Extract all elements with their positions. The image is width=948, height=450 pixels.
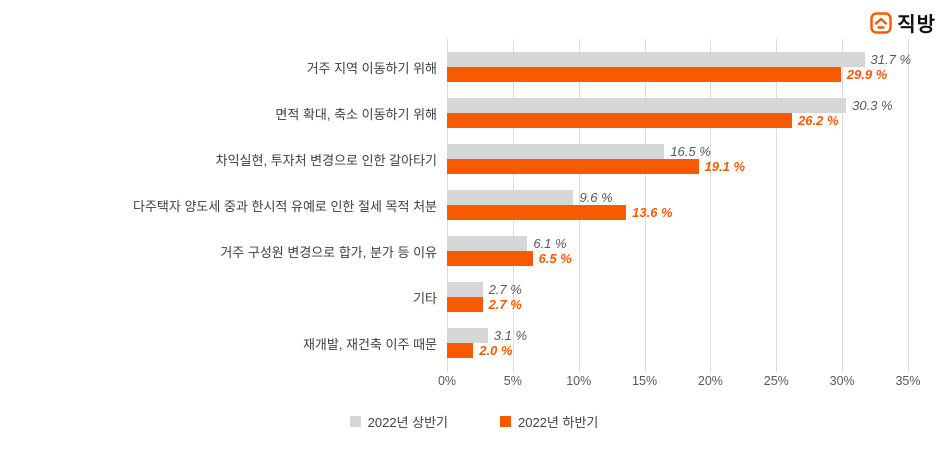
- category-label: 다주택자 양도세 중과 한시적 유예로 인한 절세 목적 처분: [133, 198, 437, 214]
- x-axis-tick-label: 30%: [829, 374, 855, 388]
- bar-line: 2.7 %: [447, 282, 908, 297]
- value-label: 9.6 %: [579, 190, 613, 205]
- chart-row: 다주택자 양도세 중과 한시적 유예로 인한 절세 목적 처분 9.6 % 13.6…: [0, 182, 948, 228]
- bar-group: 3.1 % 2.0 %: [447, 328, 908, 358]
- chart-row: 면적 확대, 축소 이동하기 위해 30.3 % 26.2 %: [0, 90, 948, 136]
- bar-2022년 상반기: [447, 282, 483, 297]
- bar-line: 6.1 %: [447, 236, 908, 251]
- bar-group: 16.5 % 19.1 %: [447, 144, 908, 174]
- bar-group: 9.6 % 13.6 %: [447, 190, 908, 220]
- legend: 2022년 상반기 2022년 하반기: [0, 412, 948, 431]
- legend-swatch: [500, 416, 511, 427]
- gridline: [842, 39, 844, 372]
- bar-line: 6.5 %: [447, 251, 908, 266]
- chart-row: 차익실현, 투자처 변경으로 인한 갈아타기 16.5 % 19.1 %: [0, 136, 948, 182]
- gridline: [776, 39, 778, 372]
- value-label: 16.5 %: [670, 144, 711, 159]
- bar-line: 30.3 %: [447, 98, 908, 113]
- category-label: 거주 구성원 변경으로 합가, 분가 등 이유: [220, 244, 437, 260]
- value-label: 6.5 %: [538, 251, 572, 266]
- bar-2022년 상반기: [447, 98, 847, 113]
- bar-2022년 상반기: [447, 328, 488, 343]
- bar-group: 2.7 % 2.7 %: [447, 282, 908, 312]
- bar-line: 3.1 %: [447, 328, 908, 343]
- bar-2022년 하반기: [447, 251, 533, 266]
- chart-row: 재개발, 재건축 이주 때문 3.1 % 2.0 %: [0, 320, 948, 366]
- bar-line: 13.6 %: [447, 205, 908, 220]
- legend-item: 2022년 하반기: [500, 412, 598, 431]
- x-axis-tick-label: 10%: [566, 374, 592, 388]
- gridline: [644, 39, 646, 372]
- category-label: 재개발, 재건축 이주 때문: [302, 336, 437, 352]
- gridline: [908, 39, 909, 372]
- bar-2022년 상반기: [447, 236, 528, 251]
- zigbang-logo: 직방: [869, 8, 936, 37]
- chart-row: 거주 구성원 변경으로 합가, 분가 등 이유 6.1 % 6.5 %: [0, 228, 948, 274]
- legend-item: 2022년 상반기: [349, 412, 448, 431]
- category-label: 거주 지역 이동하기 위해: [306, 60, 437, 76]
- x-axis-tick-label: 5%: [503, 374, 522, 388]
- bar-line: 31.7 %: [447, 52, 912, 67]
- zigbang-house-icon: [870, 11, 892, 34]
- bar-line: 2.0 %: [447, 343, 908, 358]
- x-axis-tick-label: 20%: [697, 374, 723, 388]
- chart-row: 기타 2.7 % 2.7 %: [0, 274, 948, 320]
- value-label: 2.7 %: [488, 297, 522, 312]
- chart-row: 거주 지역 이동하기 위해 31.7 % 29.9 %: [0, 44, 948, 90]
- bar-2022년 하반기: [447, 343, 474, 358]
- bar-line: 9.6 %: [447, 190, 908, 205]
- bar-group: 6.1 % 6.5 %: [447, 236, 908, 266]
- x-axis: 0% 5% 10% 15% 20% 25% 30% 35%: [438, 374, 921, 392]
- bar-2022년 하반기: [447, 297, 483, 312]
- category-label: 기타: [413, 290, 437, 306]
- value-label: 2.7 %: [488, 282, 522, 297]
- bar-line: 16.5 %: [447, 144, 908, 159]
- logo-brand-text: 직방: [897, 14, 936, 36]
- legend-label: 2022년 상반기: [367, 415, 448, 430]
- value-label: 29.9 %: [846, 67, 888, 82]
- x-axis-tick-label: 15%: [632, 374, 658, 388]
- grouped-bar-chart: 거주 지역 이동하기 위해 31.7 % 29.9 % 면적 확대, 축소 이동하기 …: [0, 39, 948, 431]
- value-label: 19.1 %: [704, 159, 746, 174]
- bar-2022년 상반기: [447, 190, 574, 205]
- bar-2022년 하반기: [447, 67, 841, 82]
- bar-line: 26.2 %: [447, 113, 908, 128]
- legend-label: 2022년 하반기: [518, 415, 599, 430]
- value-label: 31.7 %: [870, 52, 912, 67]
- bar-2022년 하반기: [447, 205, 627, 220]
- bar-group: 30.3 % 26.2 %: [447, 98, 908, 128]
- bar-line: 19.1 %: [447, 159, 908, 174]
- category-label: 면적 확대, 축소 이동하기 위해: [275, 106, 437, 122]
- bar-2022년 하반기: [447, 113, 793, 128]
- value-label: 2.0 %: [479, 343, 513, 358]
- bar-2022년 상반기: [447, 144, 665, 159]
- chart-rows: 거주 지역 이동하기 위해 31.7 % 29.9 % 면적 확대, 축소 이동하기 …: [0, 44, 948, 366]
- x-axis-tick-label: 0%: [437, 374, 457, 388]
- bar-line: 29.9 %: [447, 67, 908, 82]
- bar-2022년 상반기: [447, 52, 865, 67]
- category-label: 차익실현, 투자처 변경으로 인한 갈아타기: [215, 152, 437, 168]
- value-label: 26.2 %: [798, 113, 839, 128]
- gridline: [710, 39, 712, 372]
- bar-line: 2.7 %: [447, 297, 908, 312]
- x-axis-tick-label: 35%: [895, 374, 921, 388]
- x-axis-tick-label: 25%: [763, 374, 789, 388]
- bar-2022년 하반기: [447, 159, 699, 174]
- value-label: 13.6 %: [632, 205, 673, 220]
- value-label: 30.3 %: [852, 98, 893, 113]
- value-label: 3.1 %: [493, 328, 528, 343]
- bar-group: 31.7 % 29.9 %: [447, 52, 912, 82]
- legend-swatch: [349, 416, 361, 427]
- value-label: 6.1 %: [533, 236, 567, 251]
